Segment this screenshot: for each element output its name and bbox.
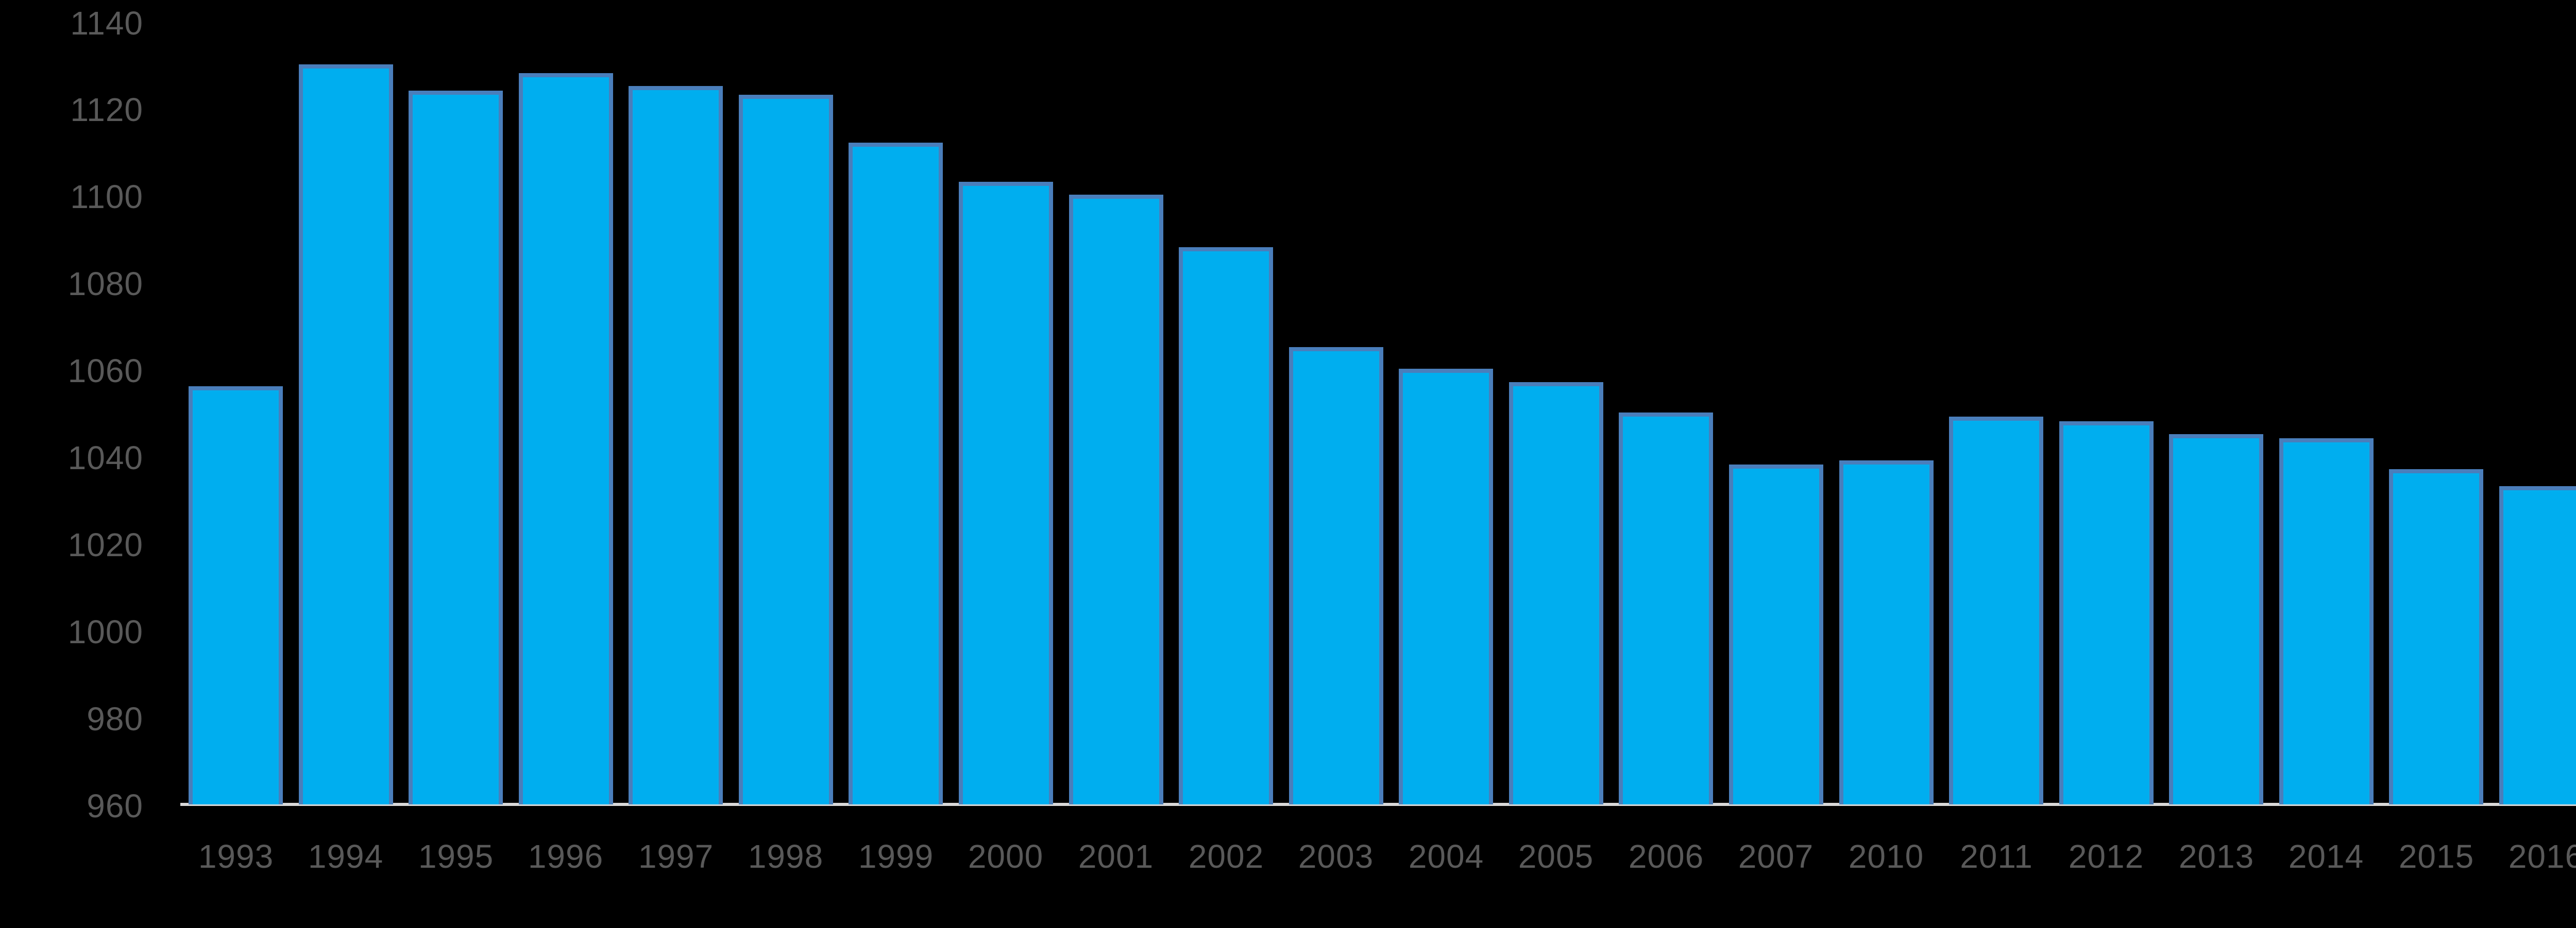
y-tick-label: 1120	[70, 91, 143, 129]
y-tick-label: 980	[87, 700, 143, 738]
bar-2010	[1839, 460, 1934, 804]
bar-1995	[409, 91, 503, 804]
x-tick-label: 2006	[1628, 838, 1704, 875]
x-tick-label: 2015	[2398, 838, 2475, 875]
y-tick-label: 960	[87, 787, 143, 824]
y-tick-label: 1020	[67, 526, 143, 564]
bar-2007	[1729, 465, 1823, 804]
x-tick-label: 1999	[858, 838, 934, 875]
x-tick-label: 1996	[528, 838, 604, 875]
x-tick-label: 1995	[418, 838, 494, 875]
y-tick-label: 1080	[67, 265, 143, 303]
bar-2016	[2499, 486, 2576, 804]
bar-2013	[2169, 434, 2263, 804]
bar-1998	[739, 95, 833, 804]
x-tick-label: 2011	[1960, 838, 2033, 875]
bar-2006	[1619, 413, 1713, 804]
x-axis-line	[180, 803, 2576, 806]
bar-1996	[519, 73, 613, 804]
x-tick-label: 1994	[308, 838, 384, 875]
bar-2015	[2389, 469, 2483, 804]
x-tick-label: 2013	[2178, 838, 2255, 875]
x-tick-label: 2000	[968, 838, 1044, 875]
bar-2014	[2279, 438, 2374, 804]
x-tick-label: 2010	[1848, 838, 1924, 875]
y-tick-label: 1060	[67, 352, 143, 390]
x-tick-label: 2003	[1298, 838, 1374, 875]
x-tick-label: 2016	[2508, 838, 2576, 875]
bar-2002	[1179, 247, 1273, 804]
x-tick-label: 2007	[1738, 838, 1814, 875]
bar-2003	[1289, 347, 1383, 804]
x-tick-label: 2012	[2068, 838, 2144, 875]
x-tick-label: 2005	[1518, 838, 1594, 875]
y-tick-label: 1000	[67, 613, 143, 651]
bar-2004	[1399, 369, 1493, 804]
y-tick-label: 1100	[70, 178, 143, 216]
bar-1997	[629, 86, 723, 804]
bar-2012	[2059, 421, 2154, 804]
bar-2011	[1949, 417, 2043, 804]
bar-2005	[1509, 382, 1603, 804]
bar-2000	[959, 182, 1053, 804]
bar-1999	[849, 143, 943, 804]
y-tick-label: 1140	[70, 4, 143, 42]
x-tick-label: 2004	[1408, 838, 1484, 875]
x-tick-label: 2002	[1188, 838, 1264, 875]
x-tick-label: 1993	[198, 838, 274, 875]
bar-1993	[189, 386, 283, 804]
x-tick-label: 2014	[2288, 838, 2364, 875]
y-tick-label: 1040	[67, 439, 143, 477]
bar-2001	[1069, 195, 1163, 804]
x-tick-label: 1998	[748, 838, 824, 875]
x-tick-label: 1997	[638, 838, 714, 875]
x-tick-label: 2001	[1078, 838, 1154, 875]
bar-1994	[299, 64, 393, 804]
